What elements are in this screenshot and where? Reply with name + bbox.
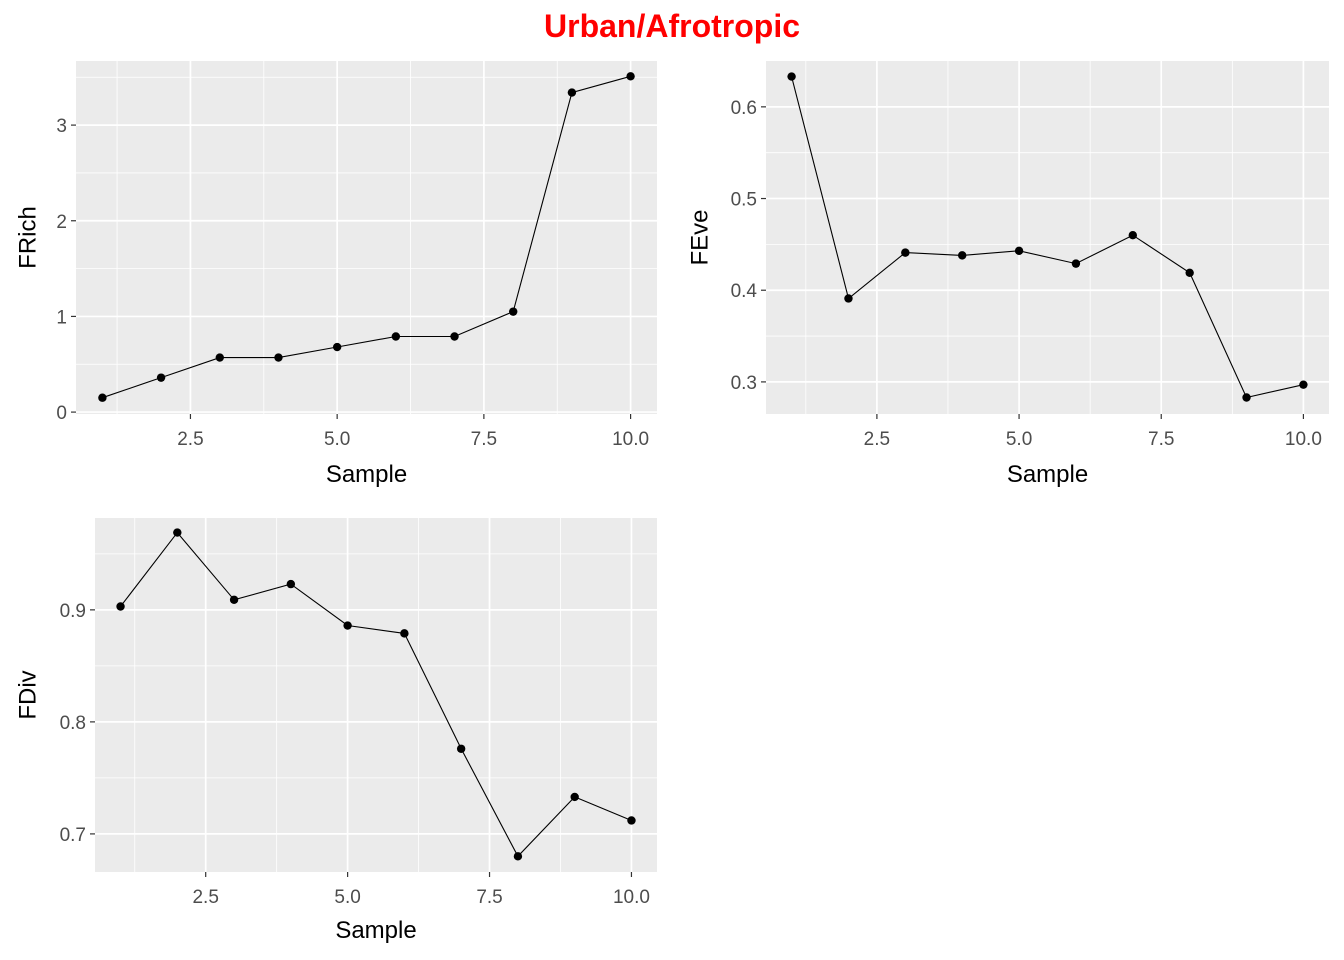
fdiv-data-point — [116, 602, 125, 611]
fdiv-data-point — [343, 621, 352, 630]
y-tick-label: 0.8 — [60, 713, 86, 734]
x-tick-label: 10.0 — [612, 429, 649, 450]
frich-y-axis-title: FRich — [15, 206, 42, 269]
feve-data-point — [1242, 393, 1251, 402]
frich-data-point — [98, 393, 107, 402]
fdiv-data-point — [570, 792, 579, 802]
fdiv-data-point — [513, 852, 523, 861]
x-tick-label: 10.0 — [1285, 429, 1322, 450]
x-tick-label: 7.5 — [476, 887, 502, 908]
x-tick-label: 5.0 — [334, 887, 360, 908]
frich-data-point — [509, 307, 518, 316]
y-tick-label: 2 — [56, 212, 67, 233]
y-tick-label: 0.5 — [731, 190, 757, 211]
feve-data-point — [1128, 231, 1138, 240]
figure-title: Urban/Afrotropic — [544, 8, 800, 44]
x-tick-label: 2.5 — [864, 429, 890, 450]
x-tick-label: 2.5 — [177, 429, 203, 450]
y-tick-label: 1 — [56, 307, 67, 328]
frich-data-point — [391, 332, 401, 341]
x-tick-label: 5.0 — [324, 429, 350, 450]
frich-data-point — [274, 353, 283, 362]
frich-data-point — [626, 72, 635, 81]
fdiv-data-point — [286, 579, 296, 589]
feve-y-axis-title: FEve — [687, 209, 714, 265]
feve-series-line — [791, 76, 1304, 399]
x-tick-label: 5.0 — [1006, 429, 1032, 450]
x-tick-label: 7.5 — [1148, 429, 1174, 450]
feve-data-point — [901, 248, 910, 257]
feve-data-point — [1014, 246, 1024, 255]
frich-data-point — [332, 342, 342, 352]
frich-data-point — [450, 332, 459, 341]
feve-plot-background — [766, 61, 1329, 414]
x-tick-label: 2.5 — [192, 887, 218, 908]
feve-x-axis-title: Sample — [1007, 461, 1088, 488]
frich-series-line — [102, 75, 631, 399]
fdiv-data-point — [400, 629, 409, 638]
frich-x-axis-title: Sample — [326, 461, 407, 488]
fdiv-data-point — [229, 595, 239, 604]
y-tick-label: 0.7 — [60, 825, 86, 846]
feve-data-point — [844, 294, 853, 303]
fdiv-data-point — [456, 744, 466, 753]
fdiv-y-axis-title: FDiv — [15, 670, 42, 719]
y-tick-label: 0.6 — [731, 98, 757, 119]
x-tick-label: 7.5 — [471, 429, 497, 450]
frich-plot-background — [76, 61, 657, 414]
fdiv-data-point — [627, 816, 636, 825]
y-tick-label: 0.3 — [731, 373, 757, 394]
y-tick-label: 0.9 — [60, 601, 86, 622]
y-tick-label: 0.4 — [731, 281, 758, 302]
feve-data-point — [1071, 259, 1081, 268]
feve-data-point — [1185, 268, 1194, 277]
feve-data-point — [1299, 380, 1308, 389]
fdiv-x-axis-title: Sample — [335, 917, 416, 944]
fdiv-series-line — [120, 531, 632, 858]
frich-data-point — [567, 88, 577, 97]
y-tick-label: 3 — [56, 116, 67, 137]
feve-data-point — [957, 251, 967, 260]
frich-data-point — [215, 353, 224, 362]
fdiv-data-point — [173, 528, 182, 537]
feve-data-point — [787, 72, 796, 81]
fdiv-plot-background — [95, 518, 657, 872]
y-tick-label: 0 — [56, 403, 67, 424]
frich-data-point — [156, 373, 166, 382]
x-tick-label: 10.0 — [613, 887, 650, 908]
